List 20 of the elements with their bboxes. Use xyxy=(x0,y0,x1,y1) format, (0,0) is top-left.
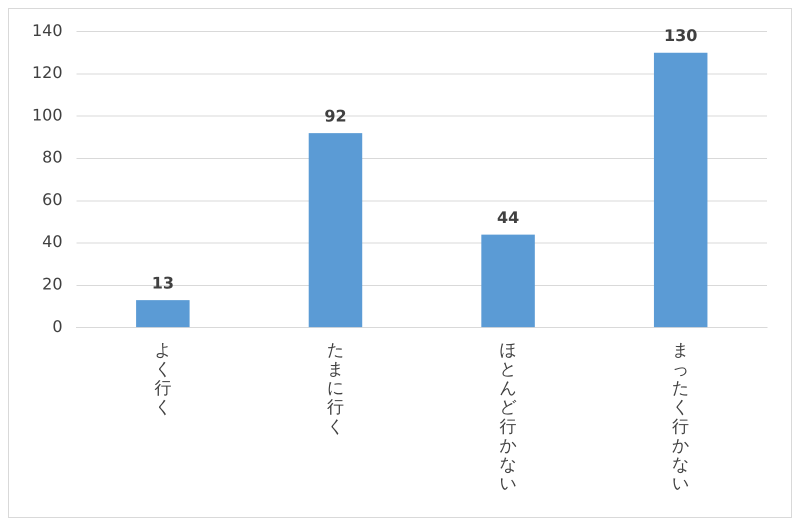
x-tick-label: よく行く xyxy=(154,340,172,418)
bar xyxy=(654,52,708,328)
data-label: 44 xyxy=(496,208,520,227)
y-tick-label: 20 xyxy=(42,274,63,294)
y-tick-label: 80 xyxy=(42,148,63,167)
y-tick-label: 60 xyxy=(42,190,63,209)
y-tick-label: 0 xyxy=(52,316,63,336)
data-label: 13 xyxy=(152,273,174,292)
bar xyxy=(136,300,190,328)
bar xyxy=(481,234,535,328)
y-tick-label: 100 xyxy=(32,105,63,124)
data-label: 92 xyxy=(324,106,347,126)
x-tick-label: たまに行く xyxy=(326,340,344,437)
x-tick-label: ほとんど行かない xyxy=(500,340,517,494)
data-label: 130 xyxy=(664,26,698,45)
y-tick-label: 140 xyxy=(32,20,63,40)
bar xyxy=(308,133,362,328)
y-tick-label: 120 xyxy=(32,63,63,82)
y-tick-label: 40 xyxy=(42,232,63,252)
x-tick-label: まったく行かない xyxy=(672,340,690,494)
